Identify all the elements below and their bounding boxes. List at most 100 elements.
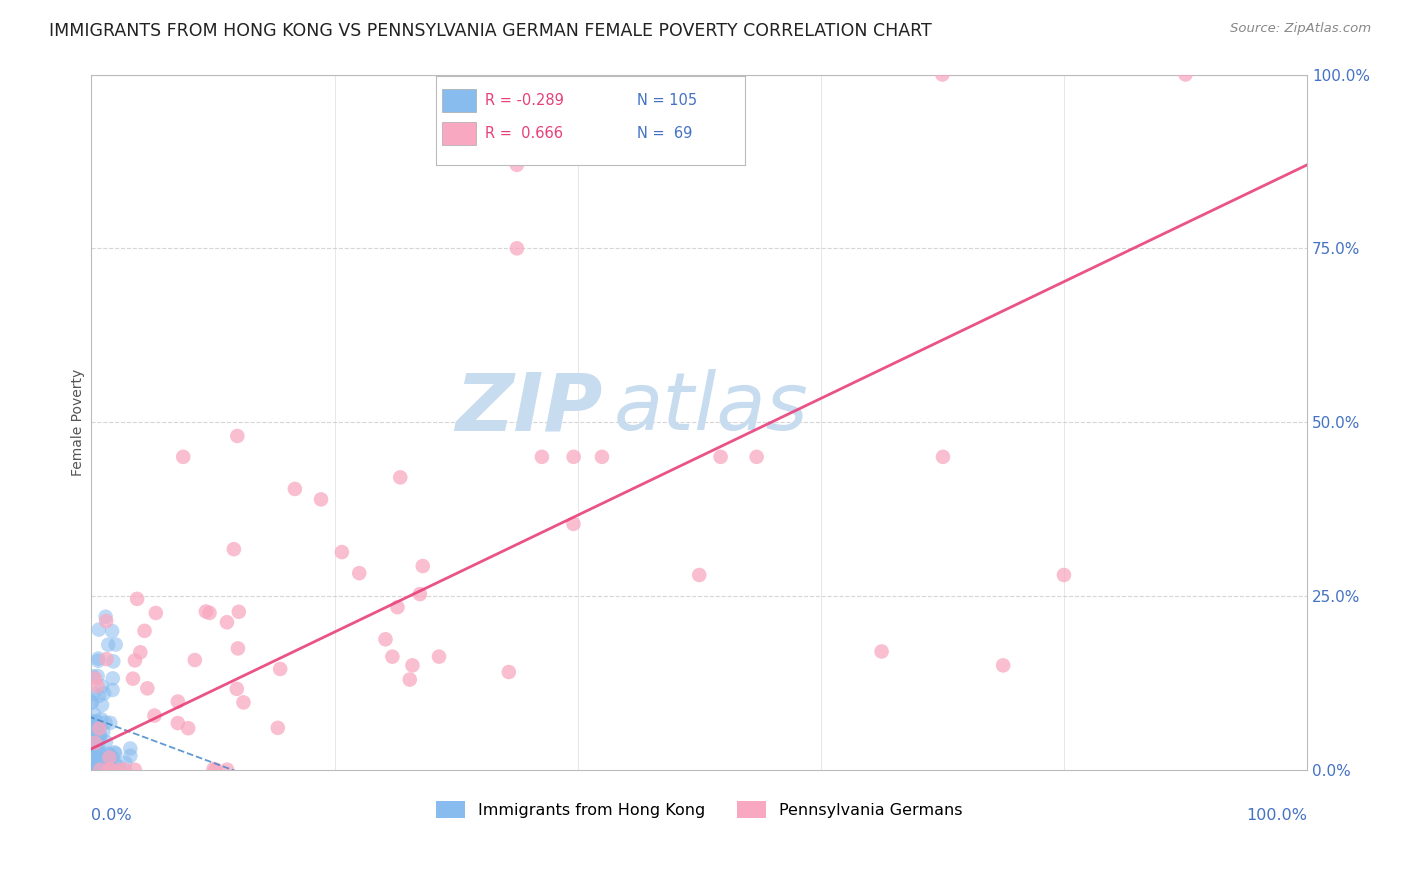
Point bbox=[80, 756, 103, 770]
Point bbox=[90, 712, 112, 726]
Point bbox=[124, 763, 146, 777]
Point bbox=[82, 746, 104, 760]
Text: IMMIGRANTS FROM HONG KONG VS PENNSYLVANIA GERMAN FEMALE POVERTY CORRELATION CHAR: IMMIGRANTS FROM HONG KONG VS PENNSYLVANI… bbox=[49, 22, 932, 40]
Point bbox=[387, 600, 409, 615]
Point bbox=[80, 762, 103, 776]
Point bbox=[104, 747, 127, 761]
Point bbox=[932, 450, 955, 464]
Point bbox=[86, 731, 108, 746]
Point bbox=[98, 757, 121, 772]
Point bbox=[98, 750, 121, 764]
Point bbox=[506, 241, 529, 255]
Point bbox=[89, 729, 111, 743]
Point bbox=[101, 750, 124, 764]
Text: Source: ZipAtlas.com: Source: ZipAtlas.com bbox=[1230, 22, 1371, 36]
Point bbox=[84, 720, 107, 734]
Point bbox=[412, 559, 434, 574]
Point bbox=[86, 747, 108, 761]
Point bbox=[80, 749, 103, 764]
Point bbox=[97, 747, 120, 761]
Point bbox=[94, 609, 117, 624]
Point bbox=[82, 759, 104, 773]
Point bbox=[267, 721, 290, 735]
Point bbox=[87, 761, 110, 775]
Point bbox=[84, 729, 107, 743]
Point bbox=[90, 747, 112, 762]
Point bbox=[93, 748, 115, 763]
Point bbox=[745, 450, 768, 464]
Y-axis label: Female Poverty: Female Poverty bbox=[72, 368, 86, 475]
Point bbox=[94, 715, 117, 730]
Point bbox=[217, 763, 239, 777]
Point bbox=[172, 450, 194, 464]
Point bbox=[114, 763, 136, 777]
Point bbox=[104, 638, 127, 652]
Point bbox=[688, 568, 710, 582]
Point bbox=[83, 731, 105, 745]
Point bbox=[84, 672, 107, 686]
Point bbox=[506, 158, 529, 172]
Point bbox=[97, 638, 120, 652]
Point bbox=[145, 606, 167, 620]
Point bbox=[98, 747, 121, 762]
Point bbox=[87, 689, 110, 703]
Point bbox=[87, 623, 110, 637]
Point bbox=[84, 745, 107, 759]
Point bbox=[401, 658, 423, 673]
Point bbox=[84, 731, 107, 745]
Point bbox=[349, 566, 371, 581]
Point bbox=[177, 721, 200, 735]
Point bbox=[87, 746, 110, 760]
Point bbox=[91, 698, 114, 712]
Point bbox=[166, 716, 188, 731]
Point bbox=[108, 763, 131, 777]
Point bbox=[389, 470, 412, 484]
Point bbox=[98, 763, 121, 777]
Point bbox=[870, 644, 893, 658]
Point bbox=[101, 682, 124, 697]
FancyBboxPatch shape bbox=[441, 88, 477, 112]
Point bbox=[98, 759, 121, 773]
Point bbox=[562, 516, 585, 531]
Point bbox=[427, 649, 450, 664]
Point bbox=[94, 735, 117, 749]
Text: R = -0.289: R = -0.289 bbox=[485, 93, 564, 108]
Point bbox=[86, 759, 108, 773]
Point bbox=[96, 652, 118, 666]
Point bbox=[184, 653, 207, 667]
FancyBboxPatch shape bbox=[441, 121, 477, 145]
Point bbox=[83, 730, 105, 744]
Point bbox=[83, 762, 105, 776]
Point bbox=[166, 694, 188, 708]
Text: R =  0.666: R = 0.666 bbox=[485, 126, 564, 141]
Point bbox=[83, 734, 105, 748]
Point bbox=[93, 686, 115, 700]
Point bbox=[103, 756, 125, 770]
Point bbox=[103, 654, 125, 668]
Point bbox=[1053, 568, 1076, 582]
Point bbox=[84, 747, 107, 761]
Point bbox=[97, 750, 120, 764]
Point bbox=[215, 615, 238, 630]
Point bbox=[83, 750, 105, 764]
Point bbox=[89, 763, 111, 777]
Point bbox=[84, 739, 107, 754]
Point bbox=[84, 760, 107, 774]
Point bbox=[83, 749, 105, 764]
Point bbox=[80, 731, 103, 745]
Point bbox=[82, 733, 104, 747]
Point bbox=[84, 720, 107, 734]
Point bbox=[84, 736, 107, 750]
Point bbox=[381, 649, 404, 664]
Point bbox=[134, 624, 156, 638]
Point bbox=[82, 760, 104, 774]
Point bbox=[122, 672, 145, 686]
Point bbox=[80, 695, 103, 709]
Point bbox=[83, 707, 105, 722]
Point bbox=[89, 722, 111, 736]
Point bbox=[374, 632, 396, 647]
Point bbox=[226, 641, 249, 656]
Point bbox=[120, 748, 142, 763]
Point bbox=[84, 754, 107, 768]
Point bbox=[82, 669, 104, 683]
